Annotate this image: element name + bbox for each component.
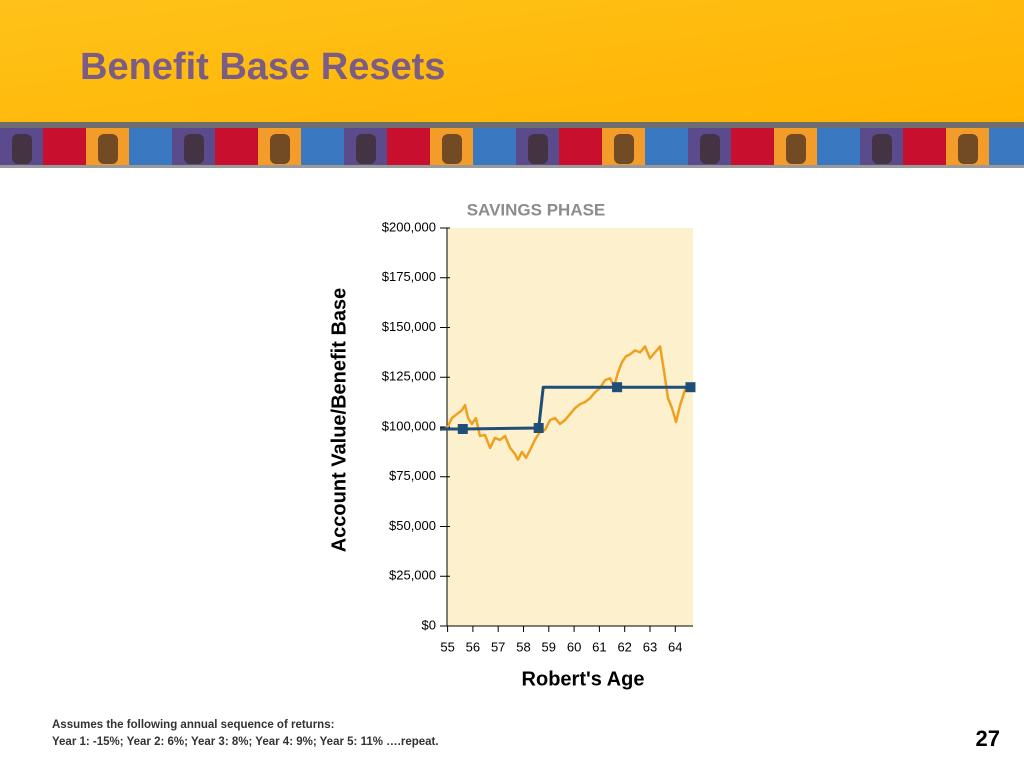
photo-figure bbox=[872, 134, 892, 164]
footnote: Assumes the following annual sequence of… bbox=[52, 719, 334, 731]
photo-figure bbox=[958, 134, 978, 164]
chart-title: SAVINGS PHASE bbox=[467, 200, 606, 219]
series-marker bbox=[533, 422, 544, 433]
y-tick-label: $75,000 bbox=[389, 468, 436, 483]
x-tick-label: 62 bbox=[617, 639, 631, 654]
page-number: 27 bbox=[976, 726, 1000, 751]
x-tick-label: 55 bbox=[440, 639, 454, 654]
x-tick-label: 56 bbox=[466, 639, 480, 654]
photo-tile bbox=[645, 128, 688, 166]
photo-strip bbox=[0, 128, 1024, 166]
plot-area bbox=[447, 228, 693, 626]
photo-figure bbox=[442, 134, 462, 164]
x-tick-label: 57 bbox=[491, 639, 505, 654]
photo-figure bbox=[270, 134, 290, 164]
photo-figure bbox=[614, 134, 634, 164]
y-tick-label: $25,000 bbox=[389, 568, 436, 583]
y-tick-label: $100,000 bbox=[382, 418, 436, 433]
y-tick-label: $200,000 bbox=[382, 219, 436, 234]
photo-tile bbox=[731, 128, 774, 166]
photo-tile bbox=[559, 128, 602, 166]
series-line bbox=[439, 345, 691, 462]
x-tick-label: 64 bbox=[668, 639, 682, 654]
x-tick-label: 59 bbox=[542, 639, 556, 654]
photo-tile bbox=[215, 128, 258, 166]
photo-tile bbox=[989, 128, 1024, 166]
series-marker bbox=[612, 382, 623, 393]
photo-tile bbox=[43, 128, 86, 166]
y-tick-label: $175,000 bbox=[382, 269, 436, 284]
photo-tile bbox=[817, 128, 860, 166]
photo-tile bbox=[473, 128, 516, 166]
x-tick-label: 60 bbox=[567, 639, 581, 654]
photo-figure bbox=[528, 134, 548, 164]
header-band bbox=[0, 0, 1024, 122]
x-axis-label: Robert's Age bbox=[522, 668, 645, 690]
footnote: Year 1: -15%; Year 2: 6%; Year 3: 8%; Ye… bbox=[52, 736, 439, 748]
series-marker bbox=[685, 382, 696, 393]
photo-tile bbox=[903, 128, 946, 166]
photo-tile bbox=[387, 128, 430, 166]
photo-figure bbox=[786, 134, 806, 164]
y-axis-label: Account Value/Benefit Base bbox=[328, 288, 350, 553]
series-marker bbox=[457, 423, 468, 434]
photo-tile bbox=[129, 128, 172, 166]
photo-figure bbox=[98, 134, 118, 164]
x-tick-label: 63 bbox=[643, 639, 657, 654]
x-tick-label: 61 bbox=[592, 639, 606, 654]
y-tick-label: $150,000 bbox=[382, 319, 436, 334]
y-tick-label: $125,000 bbox=[382, 369, 436, 384]
strip-bottom bbox=[0, 165, 1024, 168]
photo-figure bbox=[356, 134, 376, 164]
strip-border bbox=[0, 122, 1024, 128]
photo-tile bbox=[301, 128, 344, 166]
y-tick-label: $50,000 bbox=[389, 518, 436, 533]
photo-figure bbox=[12, 134, 32, 164]
x-tick-label: 58 bbox=[516, 639, 530, 654]
y-tick-label: $0 bbox=[422, 617, 436, 632]
photo-figure bbox=[700, 134, 720, 164]
slide-title: Benefit Base Resets bbox=[80, 46, 445, 88]
photo-figure bbox=[184, 134, 204, 164]
